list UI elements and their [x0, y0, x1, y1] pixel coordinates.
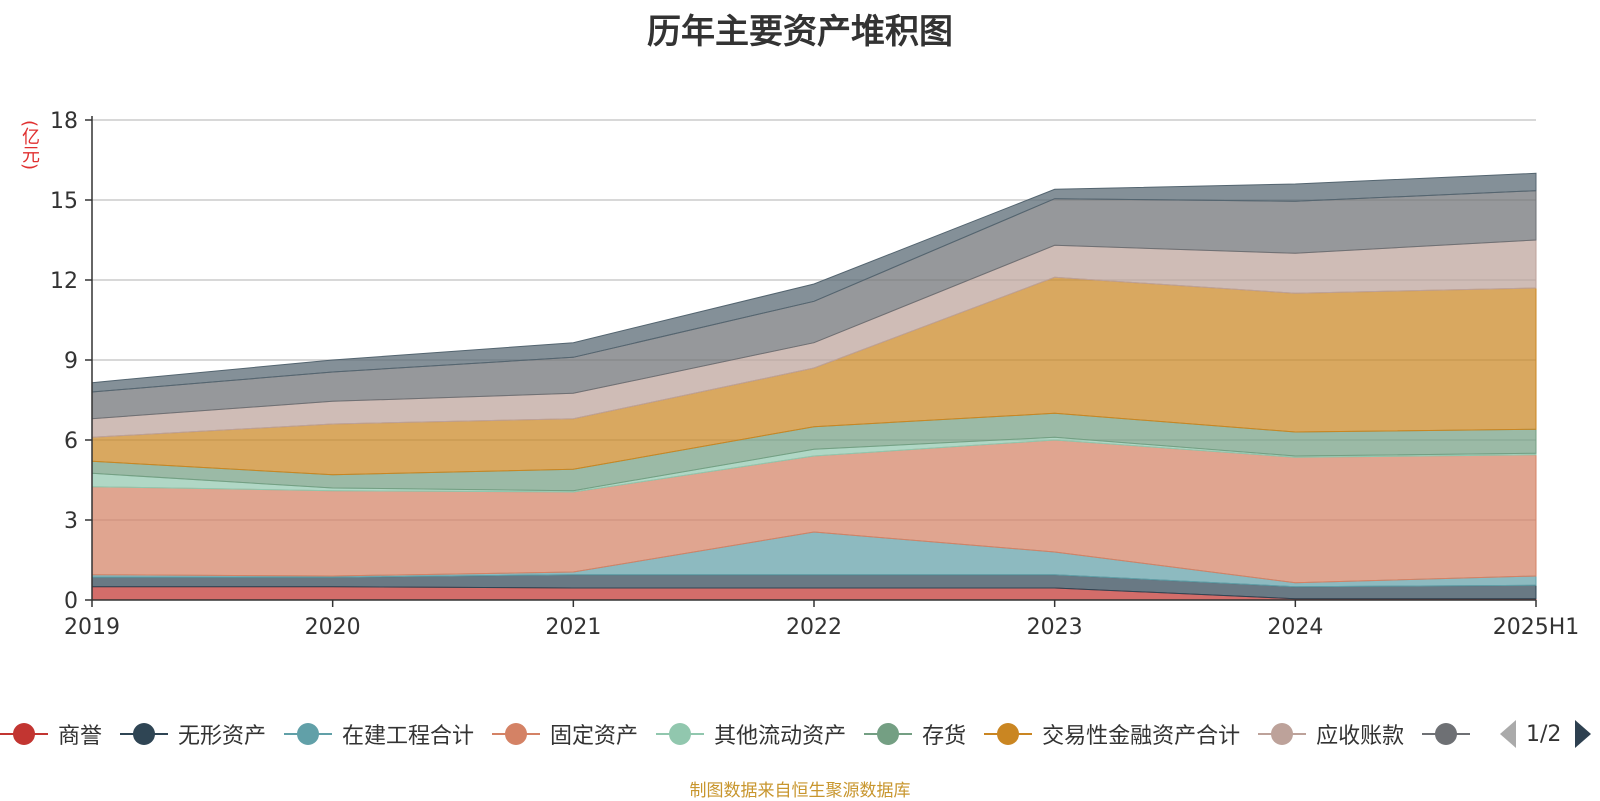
legend-item[interactable]: 交易性金融资产合计 — [984, 712, 1240, 756]
x-tick-label: 2019 — [64, 615, 120, 640]
y-tick-label: 3 — [64, 509, 78, 534]
legend-item[interactable]: 其他流动资产 — [656, 712, 846, 756]
legend-item[interactable]: 在建工程合计 — [284, 712, 474, 756]
legend-next-arrow-icon[interactable] — [1575, 720, 1592, 748]
legend-label: 交易性金融资产合计 — [1042, 724, 1241, 749]
legend-label: 商誉 — [58, 724, 103, 749]
y-tick-label: 9 — [64, 349, 78, 374]
legend-item[interactable]: 商誉 — [0, 712, 102, 756]
legend-label: 应收账款 — [1316, 724, 1405, 749]
legend-marker-icon — [864, 720, 913, 748]
chart-title: 历年主要资产堆积图 — [647, 12, 953, 52]
legend-marker-icon — [120, 720, 169, 748]
legend-label: 其他流动资产 — [714, 724, 847, 749]
legend-marker-icon — [656, 720, 705, 748]
legend-label: 存货 — [922, 724, 967, 749]
legend-item[interactable]: 无形资产 — [120, 712, 266, 756]
legend-label: 固定资产 — [550, 724, 639, 749]
legend-label: 无形资产 — [178, 724, 267, 749]
x-tick-label: 2025H1 — [1493, 615, 1580, 640]
y-tick-label: 18 — [50, 109, 78, 134]
legend-pager: 1/2 — [1500, 712, 1600, 756]
area-series-9 — [91, 172, 1537, 393]
legend-page-indicator: 1/2 — [1526, 721, 1562, 747]
legend-item[interactable]: 存货 — [864, 712, 966, 756]
legend-marker-icon — [0, 720, 48, 748]
legend-item[interactable]: 货币资金 — [1422, 712, 1480, 756]
y-tick-label: 15 — [50, 189, 78, 214]
stacked-area-chart: 0 3 6 9 12 15 18 2019 2020 2021 2022 2023 2024 2025H1 — [50, 109, 1580, 640]
y-tick-label: 12 — [50, 269, 78, 294]
legend-marker-icon — [492, 720, 541, 748]
legend-label: 在建工程合计 — [342, 724, 475, 749]
y-tick-label: 6 — [64, 429, 78, 454]
legend-marker-icon — [284, 720, 333, 748]
x-tick-label: 2023 — [1027, 615, 1083, 640]
legend-item[interactable]: 固定资产 — [492, 712, 638, 756]
legend-marker-icon — [1258, 720, 1307, 748]
x-tick-label: 2022 — [786, 615, 842, 640]
legend-prev-arrow-icon[interactable] — [1500, 720, 1516, 748]
y-axis-unit-label: (亿元) — [19, 120, 40, 171]
y-tick-label: 0 — [64, 589, 78, 614]
x-tick-label: 2020 — [305, 615, 361, 640]
chart-legend: 商誉 无形资产 在建工程合计 固定资产 其他流动资产 存货 交易性金融资产合计 应收账款货币资… — [0, 712, 1480, 756]
legend-marker-icon — [1422, 720, 1471, 748]
legend-marker-icon — [984, 720, 1033, 748]
data-source-note: 制图数据来自恒生聚源数据库 — [689, 781, 911, 801]
x-tick-label: 2024 — [1267, 615, 1323, 640]
legend-item[interactable]: 应收账款 — [1258, 712, 1404, 756]
x-tick-label: 2021 — [545, 615, 601, 640]
